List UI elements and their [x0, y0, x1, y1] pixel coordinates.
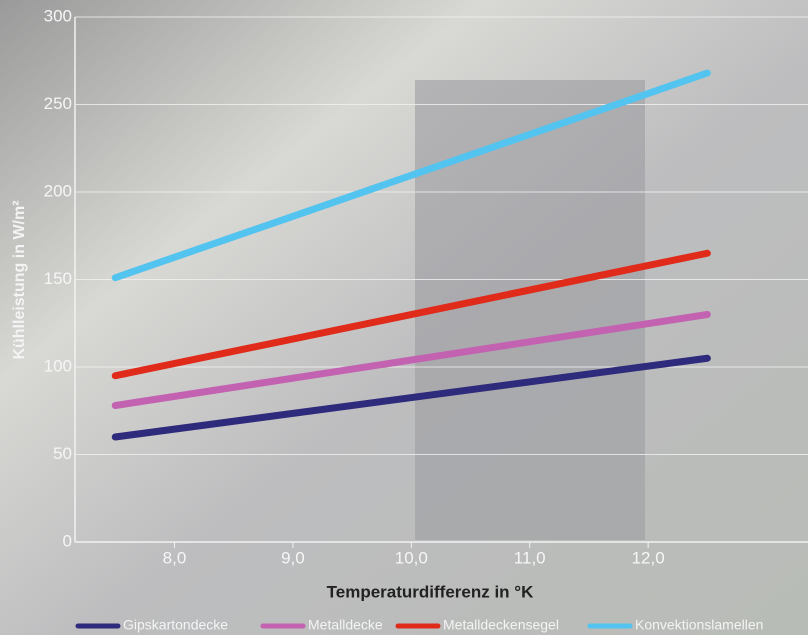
y-tick-label: 100: [44, 356, 72, 375]
legend-label: Metalldeckensegel: [443, 617, 559, 633]
line: [111, 69, 711, 282]
x-tick-label: 9,0: [281, 548, 305, 567]
x-axis-label: Temperaturdifferenz in °K: [327, 582, 534, 601]
y-tick-label: 300: [44, 6, 72, 25]
x-tick-label: 11,0: [514, 548, 546, 567]
line: [111, 311, 711, 409]
y-tick-label: 50: [53, 444, 72, 463]
legend-label: Gipskartondecke: [123, 617, 228, 633]
x-tick-label: 10,0: [395, 548, 428, 567]
legend-label: Metalldecke: [308, 617, 383, 633]
y-tick-label: 200: [44, 181, 72, 200]
y-axis-label: Kühlleistung in W/m²: [11, 200, 28, 359]
y-tick-label: 250: [44, 94, 72, 113]
y-tick-label: 0: [63, 531, 72, 550]
line: [111, 354, 711, 441]
legend-label: Konvektionslamellen: [635, 617, 763, 633]
x-tick-label: 12,0: [632, 548, 665, 567]
y-tick-label: 150: [44, 269, 72, 288]
background-shape: [415, 80, 645, 540]
x-tick-label: 8,0: [163, 548, 187, 567]
line: [111, 249, 711, 380]
